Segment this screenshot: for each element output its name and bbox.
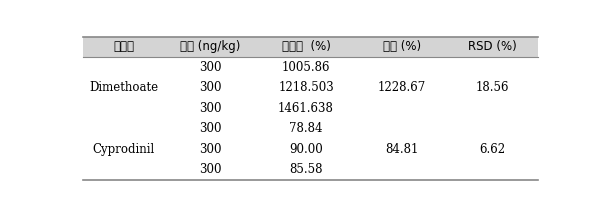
Bar	[83, 37, 538, 57]
Text: 300: 300	[199, 142, 222, 156]
Text: 1218.503: 1218.503	[278, 81, 334, 94]
Text: 농도 (ng/kg): 농도 (ng/kg)	[180, 40, 241, 53]
Text: 90.00: 90.00	[289, 142, 323, 156]
Text: 300: 300	[199, 163, 222, 176]
Text: 85.58: 85.58	[289, 163, 323, 176]
Text: Dimethoate: Dimethoate	[89, 81, 158, 94]
Text: 300: 300	[199, 122, 222, 135]
Text: 1228.67: 1228.67	[378, 81, 426, 94]
Text: RSD (%): RSD (%)	[468, 40, 517, 53]
Text: 평균 (%): 평균 (%)	[382, 40, 421, 53]
Text: 6.62: 6.62	[480, 142, 506, 156]
Text: 78.84: 78.84	[289, 122, 323, 135]
Text: 18.56: 18.56	[476, 81, 510, 94]
Text: 84.81: 84.81	[385, 142, 418, 156]
Text: 물질명: 물질명	[113, 40, 135, 53]
Text: 회수율  (%): 회수율 (%)	[282, 40, 330, 53]
Text: Cyprodinil: Cyprodinil	[93, 142, 155, 156]
Text: 300: 300	[199, 102, 222, 115]
Text: 300: 300	[199, 81, 222, 94]
Text: 1005.86: 1005.86	[282, 61, 330, 74]
Text: 300: 300	[199, 61, 222, 74]
Text: 1461.638: 1461.638	[278, 102, 334, 115]
